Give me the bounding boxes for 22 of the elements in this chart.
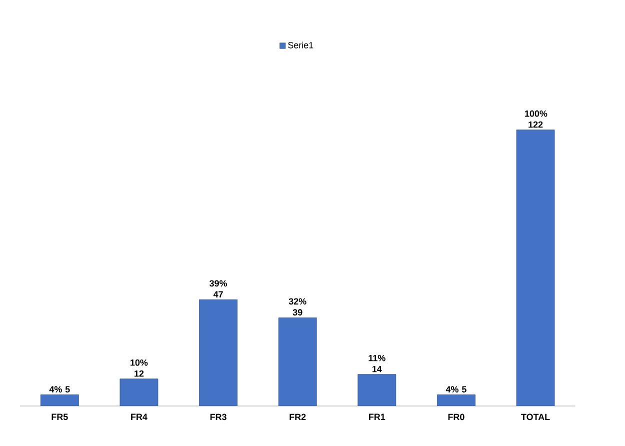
x-tick-label: TOTAL bbox=[521, 414, 550, 420]
bar bbox=[437, 394, 476, 406]
legend-label: Serie1 bbox=[288, 42, 314, 48]
x-tick-label: FR4 bbox=[131, 414, 148, 420]
bar bbox=[40, 394, 79, 406]
data-label: 32% 39 bbox=[288, 298, 306, 316]
bar bbox=[120, 378, 158, 406]
bar bbox=[358, 374, 396, 406]
x-tick-label: FR5 bbox=[52, 414, 68, 420]
bar bbox=[516, 130, 555, 406]
data-label: 10% 12 bbox=[130, 359, 148, 377]
x-tick-label: FR3 bbox=[210, 414, 226, 420]
bar bbox=[199, 299, 238, 406]
data-label: 100% 122 bbox=[525, 110, 548, 128]
data-label: 4% 5 bbox=[446, 386, 466, 392]
x-tick-label: FR0 bbox=[448, 414, 464, 420]
data-label: 4% 5 bbox=[49, 386, 70, 392]
bar bbox=[278, 318, 317, 406]
data-label: 11% 14 bbox=[368, 354, 386, 372]
x-tick-label: FR2 bbox=[290, 414, 306, 420]
data-label: 39% 47 bbox=[210, 280, 228, 298]
x-tick-label: FR1 bbox=[369, 414, 386, 420]
